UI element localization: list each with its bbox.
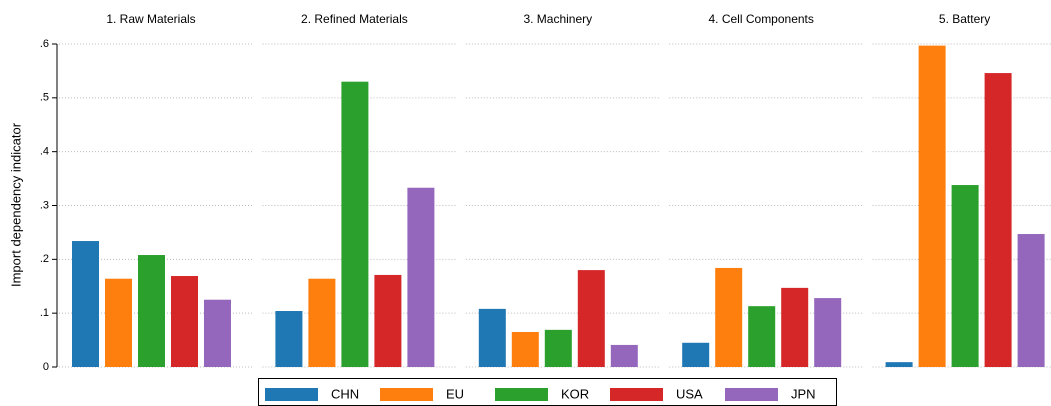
legend-swatch <box>495 388 548 401</box>
bar <box>341 81 369 367</box>
legend-swatch <box>265 388 318 401</box>
legend-label: JPN <box>791 386 816 401</box>
legend-swatch <box>610 388 663 401</box>
bar <box>138 255 165 367</box>
bar <box>748 306 776 367</box>
y-tick-label: .1 <box>40 307 49 319</box>
bar <box>374 274 402 367</box>
bar <box>171 276 198 367</box>
legend-swatch <box>380 388 433 401</box>
bar <box>610 344 638 367</box>
bar <box>204 299 231 367</box>
y-tick-label: 0 <box>43 361 49 373</box>
bar <box>407 187 435 367</box>
y-tick-label: .2 <box>40 253 49 265</box>
bar <box>72 241 99 367</box>
legend-label: CHN <box>331 386 359 401</box>
y-axis-label: Import dependency indicator <box>8 122 23 287</box>
legend-swatch <box>725 388 778 401</box>
bar <box>984 73 1012 367</box>
bar <box>715 267 743 367</box>
bar <box>951 185 979 367</box>
panel-title: 4. Cell Components <box>709 12 814 26</box>
bar <box>275 311 303 367</box>
y-tick-label: .5 <box>40 92 49 104</box>
bar <box>781 287 809 367</box>
bar <box>918 45 946 368</box>
bar <box>308 278 336 367</box>
panel-title: 3. Machinery <box>523 12 592 26</box>
panel-title: 5. Battery <box>939 12 990 26</box>
panel-title: 2. Refined Materials <box>301 12 408 26</box>
bar <box>478 308 506 367</box>
legend-label: EU <box>446 386 464 401</box>
legend-label: USA <box>676 386 703 401</box>
bar <box>682 342 710 367</box>
y-tick-label: .4 <box>40 146 49 158</box>
y-tick-label: .6 <box>40 38 49 50</box>
bar <box>814 298 842 367</box>
bar <box>105 278 132 367</box>
bar <box>511 332 539 367</box>
bar <box>1017 234 1045 367</box>
bar <box>885 362 913 367</box>
legend-label: KOR <box>561 386 589 401</box>
y-tick-label: .3 <box>40 199 49 211</box>
bar <box>577 270 605 367</box>
bar <box>544 329 572 367</box>
panel-title: 1. Raw Materials <box>106 12 195 26</box>
